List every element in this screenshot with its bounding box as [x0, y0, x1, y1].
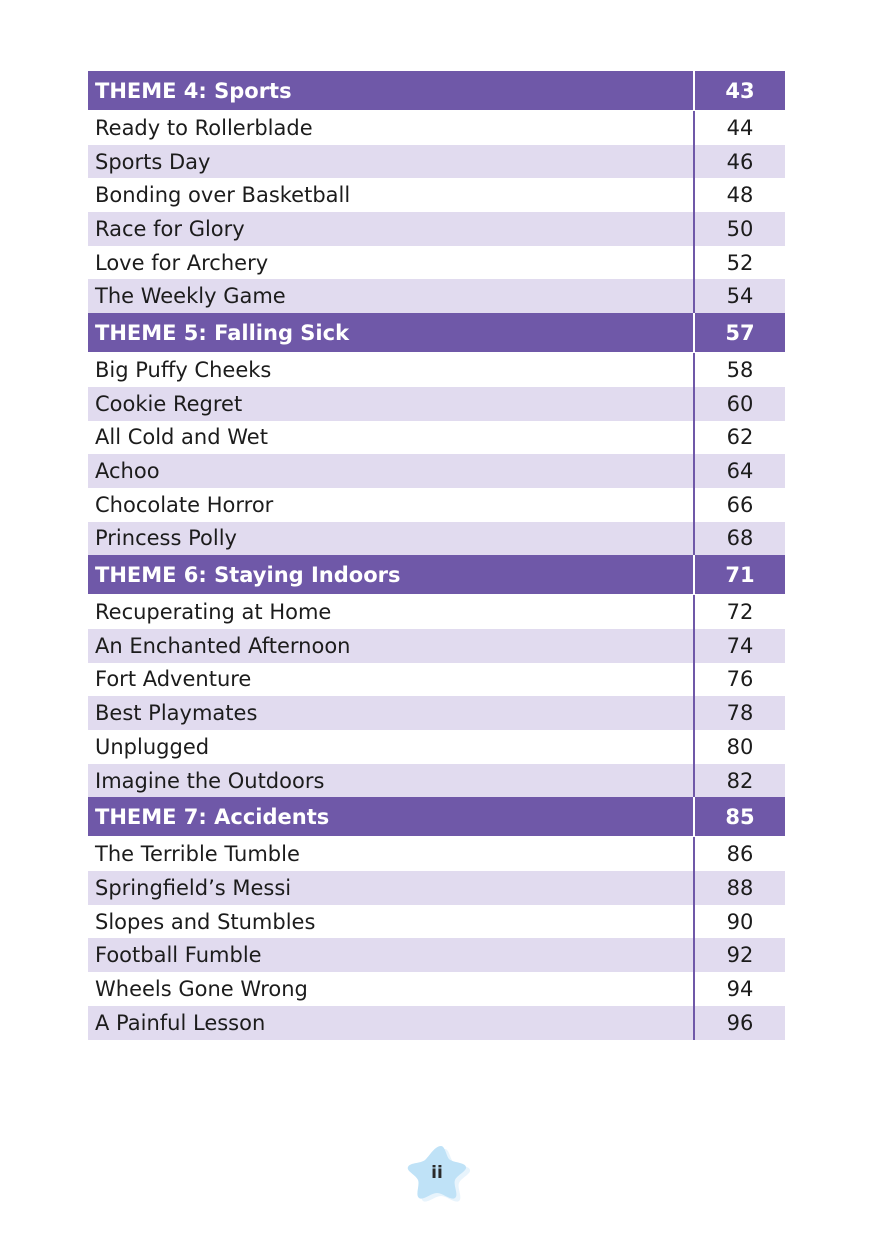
story-page-number: 66 [693, 487, 785, 522]
story-row: Springfield’s Messi 88 [88, 871, 785, 905]
story-page-number: 44 [693, 111, 785, 145]
story-page-number: 86 [693, 837, 785, 872]
story-row: All Cold and Wet 62 [88, 420, 785, 455]
story-row: A Painful Lesson 96 [88, 1005, 785, 1040]
story-row: Achoo 64 [88, 454, 785, 488]
story-title: Recuperating at Home [95, 600, 332, 625]
story-row: Princess Polly 68 [88, 521, 785, 556]
story-page-number: 92 [693, 938, 785, 973]
story-page-number: 94 [693, 972, 785, 1006]
story-row: Imagine the Outdoors 82 [88, 763, 785, 798]
page-number-badge: ii [407, 1144, 471, 1206]
story-title: Best Playmates [95, 701, 258, 726]
story-title: Bonding over Basketball [95, 183, 351, 208]
story-page-number: 64 [693, 454, 785, 488]
theme-header-row: THEME 6: Staying Indoors 71 [88, 555, 785, 596]
story-page-number: 54 [693, 279, 785, 314]
story-row: Ready to Rollerblade 44 [88, 111, 785, 145]
story-page-number: 90 [693, 904, 785, 939]
story-title: Wheels Gone Wrong [95, 976, 308, 1001]
theme-page-number: 57 [693, 313, 785, 353]
story-title: Love for Archery [95, 250, 269, 275]
story-row: Best Playmates 78 [88, 696, 785, 730]
theme-title: THEME 7: Accidents [95, 804, 330, 829]
theme-title: THEME 6: Staying Indoors [95, 562, 401, 587]
table-of-contents: THEME 4: Sports 43 Ready to Rollerblade … [88, 71, 785, 1040]
theme-title: THEME 5: Falling Sick [95, 320, 350, 345]
story-title: Chocolate Horror [95, 492, 274, 517]
story-row: An Enchanted Afternoon 74 [88, 628, 785, 663]
story-title: Unplugged [95, 734, 210, 759]
story-row: The Terrible Tumble 86 [88, 837, 785, 872]
story-title: The Terrible Tumble [95, 842, 300, 867]
story-row: Love for Archery 52 [88, 245, 785, 280]
theme-page-number: 43 [693, 71, 785, 110]
theme-page-number: 71 [693, 555, 785, 595]
story-page-number: 96 [693, 1005, 785, 1040]
story-title: Sports Day [95, 149, 211, 174]
story-title: All Cold and Wet [95, 425, 268, 450]
theme-title: THEME 4: Sports [95, 78, 292, 103]
story-page-number: 62 [693, 420, 785, 455]
story-title: Cookie Regret [95, 391, 243, 416]
story-row: The Weekly Game 54 [88, 279, 785, 314]
story-row: Recuperating at Home 72 [88, 595, 785, 629]
story-page-number: 58 [693, 353, 785, 387]
star-badge-icon [407, 1146, 471, 1202]
page-number: ii [431, 1163, 443, 1183]
story-title: Imagine the Outdoors [95, 768, 325, 793]
story-row: Sports Day 46 [88, 144, 785, 179]
story-page-number: 74 [693, 628, 785, 663]
story-row: Fort Adventure 76 [88, 662, 785, 697]
story-page-number: 78 [693, 696, 785, 730]
story-row: Big Puffy Cheeks 58 [88, 353, 785, 387]
story-page-number: 80 [693, 730, 785, 764]
story-page-number: 82 [693, 763, 785, 798]
story-row: Chocolate Horror 66 [88, 487, 785, 522]
story-title: A Painful Lesson [95, 1010, 266, 1035]
story-row: Football Fumble 92 [88, 938, 785, 973]
story-row: Cookie Regret 60 [88, 386, 785, 421]
story-page-number: 68 [693, 521, 785, 556]
story-title: Princess Polly [95, 526, 237, 551]
story-title: Race for Glory [95, 216, 245, 241]
story-title: Fort Adventure [95, 667, 252, 692]
story-page-number: 46 [693, 144, 785, 179]
story-title: Springfield’s Messi [95, 875, 292, 900]
story-page-number: 52 [693, 245, 785, 280]
story-title: Ready to Rollerblade [95, 115, 313, 140]
story-title: Big Puffy Cheeks [95, 357, 272, 382]
story-row: Bonding over Basketball 48 [88, 178, 785, 213]
theme-page-number: 85 [693, 797, 785, 837]
story-row: Slopes and Stumbles 90 [88, 904, 785, 939]
story-title: Football Fumble [95, 943, 262, 968]
story-row: Unplugged 80 [88, 730, 785, 764]
theme-header-row: THEME 7: Accidents 85 [88, 797, 785, 838]
theme-header-row: THEME 5: Falling Sick 57 [88, 313, 785, 354]
story-row: Wheels Gone Wrong 94 [88, 972, 785, 1006]
story-page-number: 48 [693, 178, 785, 213]
story-title: An Enchanted Afternoon [95, 633, 351, 658]
story-title: The Weekly Game [95, 284, 286, 309]
story-page-number: 60 [693, 386, 785, 421]
story-page-number: 76 [693, 662, 785, 697]
story-page-number: 88 [693, 871, 785, 905]
theme-header-row: THEME 4: Sports 43 [88, 71, 785, 111]
story-title: Achoo [95, 459, 160, 484]
story-page-number: 72 [693, 595, 785, 629]
story-title: Slopes and Stumbles [95, 909, 316, 934]
story-row: Race for Glory 50 [88, 212, 785, 246]
story-page-number: 50 [693, 212, 785, 246]
